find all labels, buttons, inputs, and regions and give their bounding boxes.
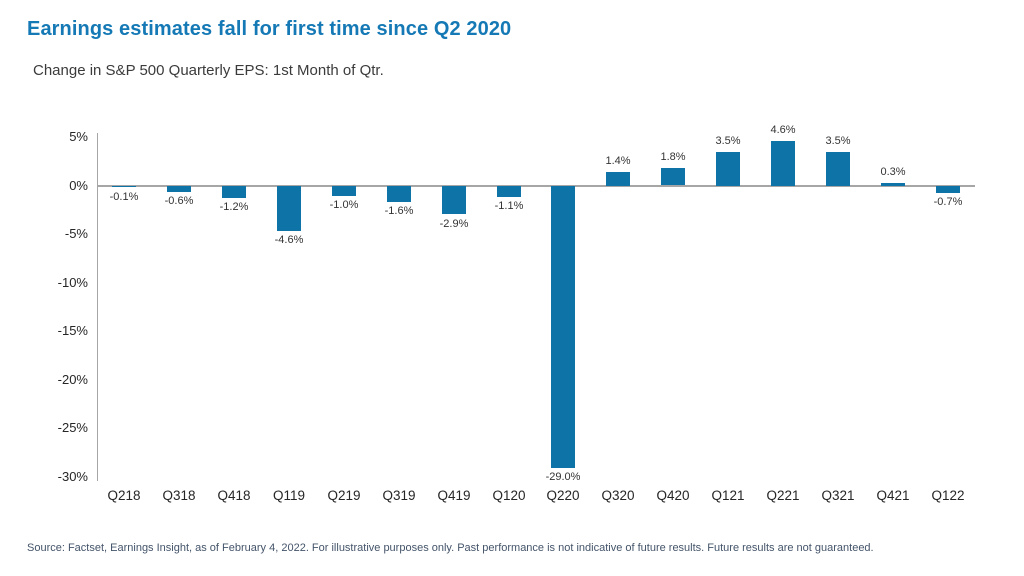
bar-Q120 [497, 186, 521, 197]
bar-value-label: -29.0% [545, 471, 581, 483]
bar-value-label: 0.3% [880, 166, 906, 178]
y-axis-tick-label: -30% [57, 469, 88, 484]
bar-value-label: 1.4% [605, 155, 631, 167]
x-axis-tick-label: Q122 [931, 488, 965, 503]
y-axis-tick-label: -15% [57, 323, 88, 339]
x-axis-tick-label: Q420 [656, 488, 690, 503]
bar-value-label: -0.7% [933, 196, 963, 208]
bar-Q221 [771, 141, 795, 186]
source-note: Source: Factset, Earnings Insight, as of… [27, 542, 874, 554]
bar-value-label: -1.2% [219, 201, 249, 213]
bar-Q421 [881, 183, 905, 186]
x-axis-tick-label: Q318 [162, 488, 196, 503]
x-axis-tick-label: Q320 [601, 488, 635, 503]
x-axis-tick-label: Q419 [437, 488, 471, 503]
x-axis-tick-label: Q421 [876, 488, 910, 503]
x-axis-tick-label: Q121 [711, 488, 745, 503]
page-title: Earnings estimates fall for first time s… [27, 18, 512, 40]
bar-value-label: -1.0% [329, 199, 359, 211]
bar-Q119 [277, 186, 301, 231]
x-axis-tick-label: Q119 [272, 488, 306, 503]
bar-Q121 [716, 152, 740, 186]
x-axis-tick-label: Q120 [492, 488, 526, 503]
bar-value-label: 3.5% [715, 135, 741, 147]
bar-Q220 [551, 186, 575, 468]
bar-Q320 [606, 172, 630, 186]
bar-value-label: -4.6% [274, 234, 304, 246]
bar-value-label: -0.6% [164, 195, 194, 207]
bar-Q321 [826, 152, 850, 186]
x-axis-tick-label: Q319 [382, 488, 416, 503]
bar-Q420 [661, 168, 685, 185]
bar-Q318 [167, 186, 191, 192]
bar-Q219 [332, 186, 356, 196]
x-axis-tick-label: Q418 [217, 488, 251, 503]
bar-value-label: -2.9% [439, 218, 469, 230]
zero-gridline [97, 184, 975, 187]
bar-Q418 [222, 186, 246, 198]
bar-value-label: -1.1% [494, 200, 524, 212]
bar-value-label: 4.6% [770, 124, 796, 136]
x-axis-tick-label: Q221 [766, 488, 800, 503]
bar-Q319 [387, 186, 411, 202]
y-axis-tick-label: -20% [57, 371, 88, 387]
y-axis-tick-label: 5% [69, 129, 88, 144]
bar-Q122 [936, 186, 960, 193]
bar-Q419 [442, 186, 466, 214]
bar-value-label: -0.1% [109, 191, 139, 203]
bar-Q218 [112, 186, 136, 187]
y-axis-tick-label: 0% [69, 177, 88, 193]
y-axis-line [97, 133, 98, 481]
chart-subtitle: Change in S&P 500 Quarterly EPS: 1st Mon… [33, 62, 384, 79]
x-axis-tick-label: Q220 [546, 488, 580, 503]
x-axis-tick-label: Q219 [327, 488, 361, 503]
x-axis-tick-label: Q321 [821, 488, 855, 503]
y-axis-tick-label: -5% [64, 226, 88, 242]
bar-value-label: 1.8% [660, 151, 686, 163]
bar-value-label: 3.5% [825, 135, 851, 147]
bar-value-label: -1.6% [384, 205, 414, 217]
y-axis-tick-label: -25% [57, 420, 88, 436]
x-axis-tick-label: Q218 [107, 488, 141, 503]
y-axis-tick-label: -10% [57, 274, 88, 290]
